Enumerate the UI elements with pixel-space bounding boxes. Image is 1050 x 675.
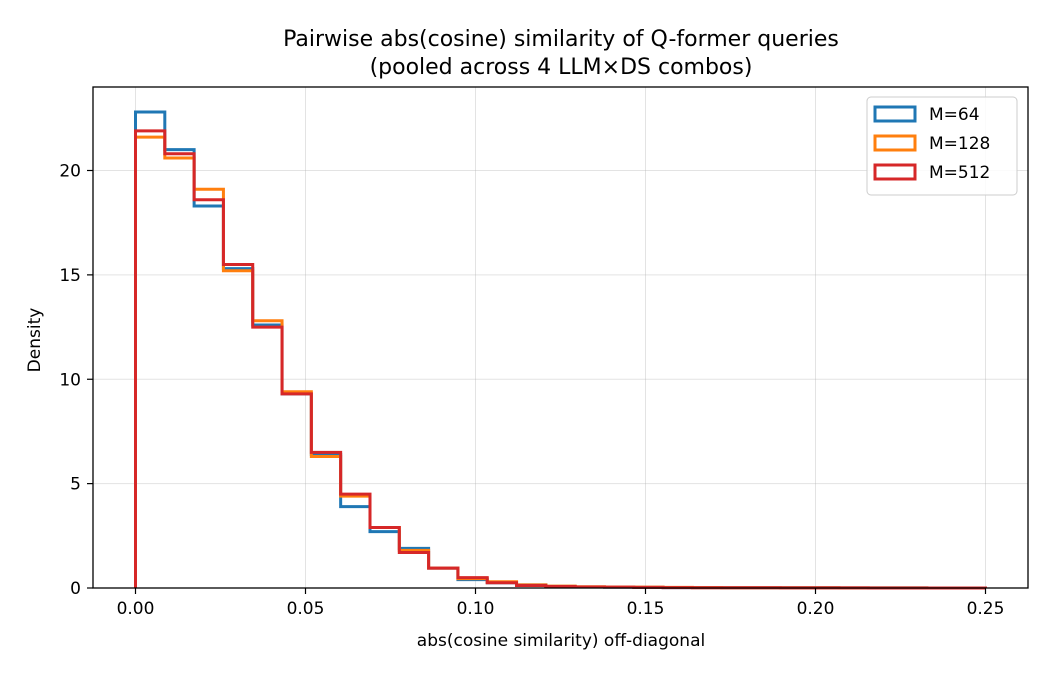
- histogram-series-m-512: [134, 129, 987, 590]
- y-axis-ticks: 0 5 10 15 20: [59, 162, 93, 599]
- legend: M=64 M=128 M=512: [866, 96, 1018, 196]
- x-tick-label: 0.10: [457, 599, 495, 619]
- y-axis-label: Density: [25, 308, 45, 373]
- y-tick-label: 20: [59, 162, 81, 182]
- axes-frame: [92, 86, 1029, 589]
- y-tick-label: 10: [59, 370, 81, 390]
- x-tick-label: 0.05: [287, 599, 325, 619]
- histogram-series-m-128: [134, 135, 987, 590]
- y-tick-label: 15: [59, 266, 81, 286]
- x-axis-label: abs(cosine similarity) off-diagonal: [417, 631, 705, 651]
- legend-swatch: [873, 134, 917, 152]
- x-tick-label: 0.20: [797, 599, 835, 619]
- x-axis-ticks: 0.00 0.05 0.10 0.15 0.20 0.25: [117, 588, 1005, 619]
- x-tick-label: 0.15: [627, 599, 665, 619]
- histogram-series-m-64: [134, 110, 987, 590]
- x-tick-label: 0.25: [967, 599, 1005, 619]
- y-tick-label: 5: [70, 475, 81, 495]
- y-tick-label: 0: [70, 579, 81, 599]
- plot-frame: [92, 86, 1029, 589]
- chart-title-line-1: Pairwise abs(cosine) similarity of Q-for…: [283, 27, 839, 52]
- chart-title-line-2: (pooled across 4 LLM×DS combos): [370, 55, 753, 80]
- legend-label: M=64: [929, 105, 980, 125]
- x-tick-label: 0.00: [117, 599, 155, 619]
- legend-swatch: [873, 105, 917, 123]
- legend-swatch: [873, 163, 917, 181]
- legend-label: M=128: [929, 134, 990, 154]
- legend-label: M=512: [929, 163, 990, 183]
- histogram-series: [134, 110, 987, 590]
